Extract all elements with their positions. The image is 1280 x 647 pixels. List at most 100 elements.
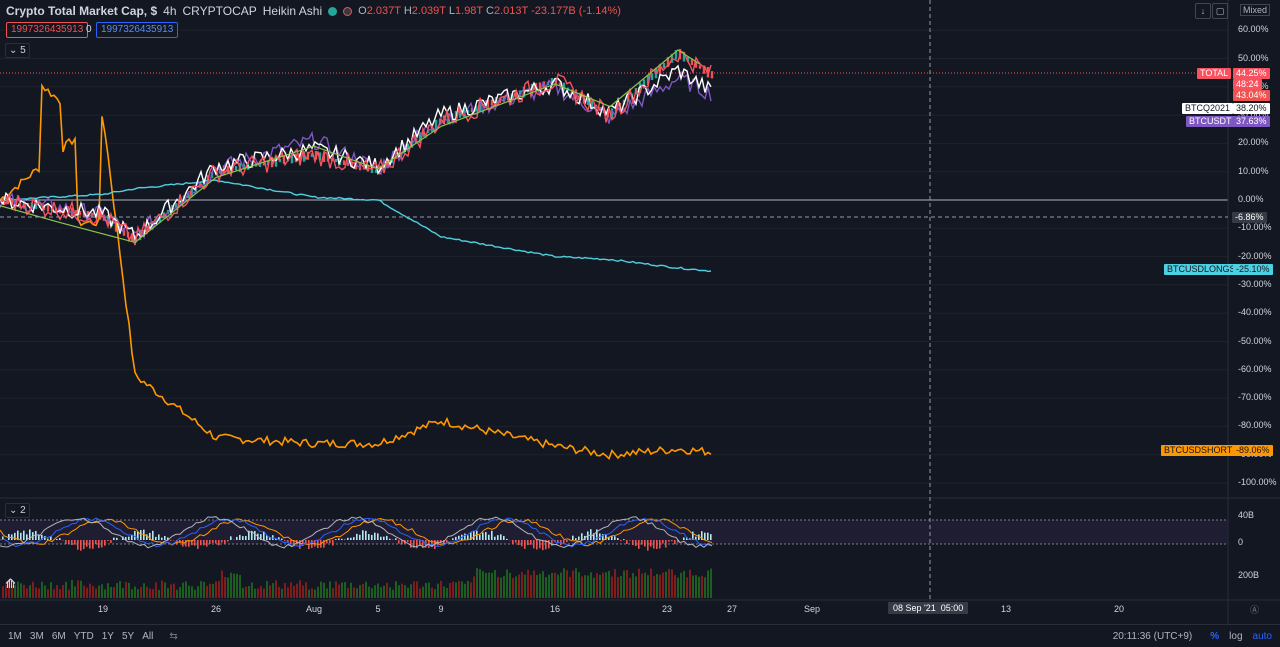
y-tick-label: -70.00%: [1238, 392, 1272, 402]
volume-bar: [308, 590, 310, 598]
pane1-collapse-button[interactable]: ⌄ 5: [5, 43, 30, 58]
volume-bar: [41, 582, 43, 598]
osc-bar: [98, 540, 100, 548]
volume-bar: [392, 590, 394, 598]
series-lines: [0, 50, 711, 459]
volume-bar: [20, 583, 22, 598]
log-toggle[interactable]: log: [1229, 631, 1242, 642]
volume-bar: [581, 576, 583, 598]
osc-bar: [590, 529, 592, 540]
osc-bar: [134, 531, 136, 540]
volume-bar: [206, 586, 208, 598]
tradingview-logo-icon[interactable]: ⟰: [5, 576, 16, 592]
indicator-value-left[interactable]: 1997326435913: [6, 22, 88, 38]
fullscreen-icon[interactable]: ▢: [1212, 3, 1228, 19]
x-tick-label: 19: [98, 604, 108, 614]
volume-bar: [110, 587, 112, 598]
percent-toggle[interactable]: %: [1210, 631, 1219, 642]
volume-bar: [413, 581, 415, 598]
volume-bar: [176, 590, 178, 598]
volume-bar: [113, 587, 115, 598]
volume-bar: [557, 575, 559, 598]
volume-bar: [524, 575, 526, 598]
y-tick-label: 0.00%: [1238, 194, 1264, 204]
osc-bar: [524, 540, 526, 549]
volume-bar: [647, 575, 649, 598]
indicator-zero: 0: [86, 24, 92, 35]
volume-bar: [539, 574, 541, 598]
osc-bar: [488, 535, 490, 540]
osc-bar: [530, 540, 532, 545]
osc-bar: [512, 540, 514, 544]
ohlc-values: O2.037T H2.039T L1.98T C2.013T -23.177B …: [358, 5, 621, 17]
volume-bar: [515, 576, 517, 598]
volume-bar: [227, 578, 229, 598]
series-line: [0, 66, 711, 239]
osc-bar: [626, 540, 628, 544]
volume-bar: [653, 576, 655, 598]
volume-bar: [335, 581, 337, 598]
osc-bar: [371, 535, 373, 540]
volume-bar: [683, 571, 685, 598]
range-all[interactable]: All: [142, 631, 153, 642]
pane2-collapse-button[interactable]: ⌄ 2: [5, 503, 30, 518]
osc-bar: [77, 540, 79, 550]
volume-bar: [371, 588, 373, 598]
range-5y[interactable]: 5Y: [122, 631, 134, 642]
download-icon[interactable]: ↓: [1195, 3, 1211, 19]
osc-bar: [263, 532, 265, 540]
range-1m[interactable]: 1M: [8, 631, 22, 642]
y-tick-label: -100.00%: [1238, 477, 1277, 487]
osc-bar: [377, 533, 379, 540]
volume-bar: [209, 584, 211, 598]
volume-bar: [593, 578, 595, 598]
scale-mode-button[interactable]: Mixed: [1240, 4, 1270, 16]
candles: [3, 49, 713, 242]
volume-bar: [323, 583, 325, 598]
x-tick-label: Sep: [804, 604, 820, 614]
y-tick-label: -80.00%: [1238, 420, 1272, 430]
tag-crosshair-y: -6.86%: [1232, 212, 1267, 223]
volume-bar: [59, 589, 61, 598]
osc-bar: [539, 540, 541, 548]
volume-bar: [80, 581, 82, 598]
bottom-toolbar: 1M 3M 6M YTD 1Y 5Y All ⇆ 20:11:36 (UTC+9…: [0, 624, 1280, 647]
osc-bar: [407, 540, 409, 542]
y-tick-label: 60.00%: [1238, 24, 1269, 34]
goto-date-icon[interactable]: ⇆: [169, 631, 177, 642]
tag-longs-value: -25.10%: [1233, 264, 1273, 275]
crosshair-x-label: 08 Sep '21 05:00: [888, 602, 968, 614]
range-ytd[interactable]: YTD: [74, 631, 94, 642]
volume-bar: [362, 584, 364, 598]
auto-toggle[interactable]: auto: [1253, 631, 1272, 642]
x-tick-label: 9: [438, 604, 443, 614]
indicator-value-right[interactable]: 1997326435913: [96, 22, 178, 38]
volume-bar: [404, 585, 406, 598]
alert-dot-icon[interactable]: [343, 7, 352, 16]
interval[interactable]: 4h: [163, 4, 176, 18]
range-3m[interactable]: 3M: [30, 631, 44, 642]
symbol-title[interactable]: Crypto Total Market Cap, $: [6, 4, 157, 18]
osc-bar: [500, 534, 502, 540]
scale-letter-icon[interactable]: Ⓐ: [1250, 603, 1259, 616]
volume-bar: [626, 570, 628, 598]
volume-bar: [368, 586, 370, 598]
volume-bar: [242, 588, 244, 598]
volume-bar: [518, 575, 520, 598]
osc-bar: [290, 540, 292, 544]
range-1y[interactable]: 1Y: [102, 631, 114, 642]
osc-bar: [668, 540, 670, 542]
volume-bar: [167, 588, 169, 598]
volume-bar: [272, 583, 274, 598]
volume-bar: [380, 587, 382, 598]
range-6m[interactable]: 6M: [52, 631, 66, 642]
osc-bar: [533, 540, 535, 548]
osc-bar: [641, 540, 643, 545]
pane2-count: 2: [20, 505, 26, 516]
osc-bar: [113, 538, 115, 540]
volume-bar: [635, 576, 637, 598]
volume-bar: [149, 588, 151, 598]
osc-bar: [572, 536, 574, 540]
volume-bar: [707, 570, 709, 598]
